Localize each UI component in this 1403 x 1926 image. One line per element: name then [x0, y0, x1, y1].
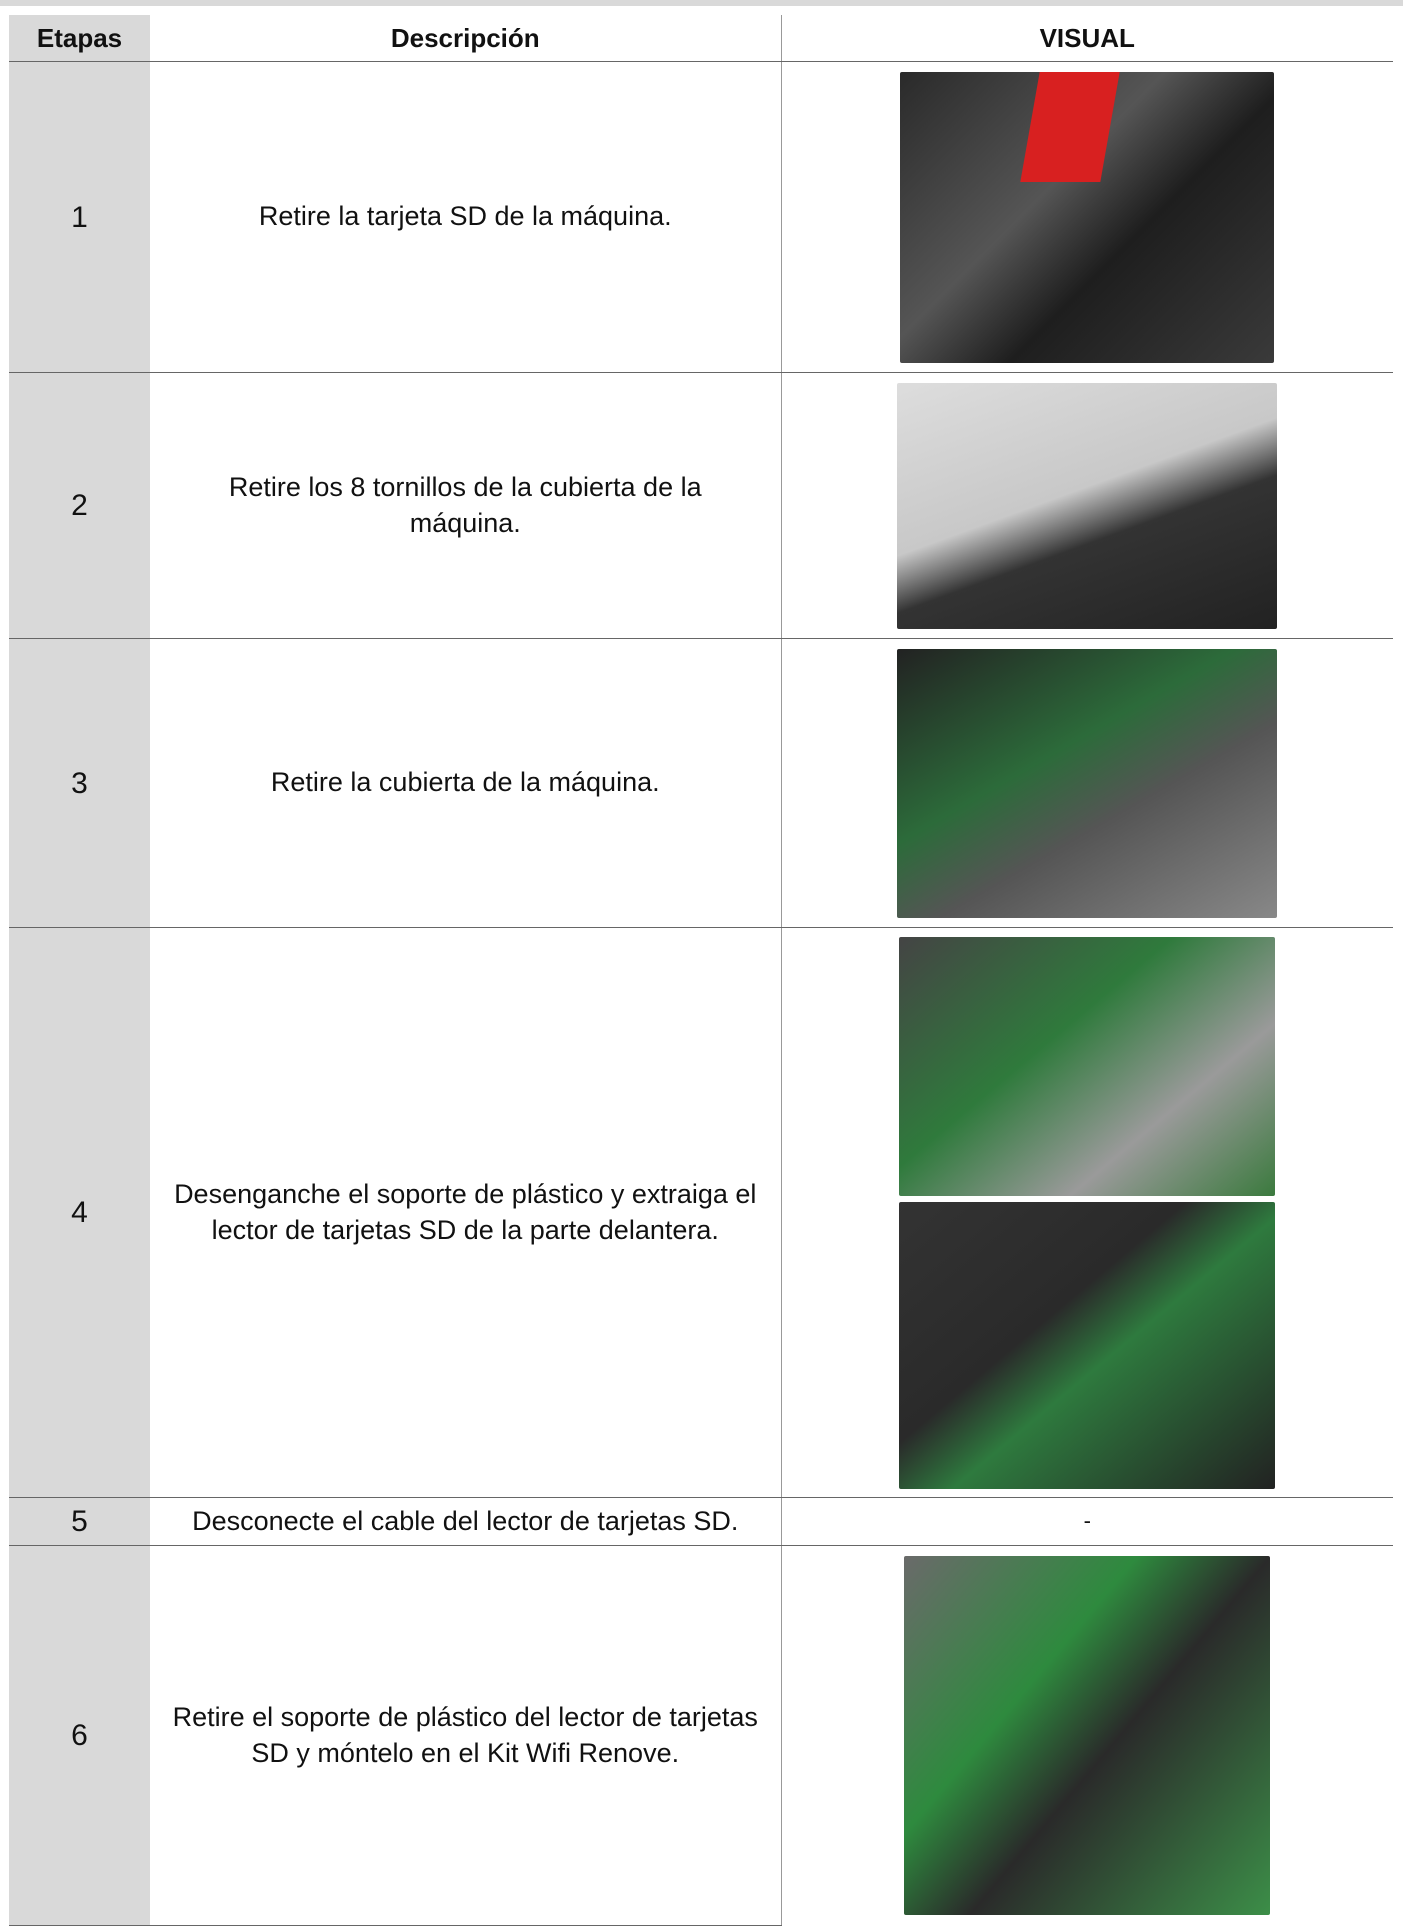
- photo: [899, 1201, 1276, 1489]
- step-number: 6: [9, 1545, 150, 1926]
- visual: [781, 1546, 1393, 1926]
- description: Retire el soporte de plástico del lector…: [150, 1545, 782, 1926]
- photo: [904, 1556, 1271, 1915]
- step-number: 3: [9, 638, 150, 928]
- visual: [781, 61, 1393, 373]
- visual: [781, 927, 1393, 1498]
- description: Retire la cubierta de la máquina.: [150, 638, 782, 928]
- row: 6 Retire el soporte de plástico del lect…: [9, 1545, 1393, 1926]
- description: Desenganche el soporte de plástico y ext…: [150, 927, 782, 1498]
- row: 4 Desenganche el soporte de plástico y e…: [9, 927, 1393, 1498]
- step-number: 1: [9, 61, 150, 373]
- description: Desconecte el cable del lector de tarjet…: [150, 1497, 782, 1546]
- step-number: 4: [9, 927, 150, 1498]
- step-number: 2: [9, 372, 150, 639]
- visual: [781, 372, 1393, 639]
- description: Retire la tarjeta SD de la máquina.: [150, 61, 782, 373]
- visual: [781, 638, 1393, 928]
- photo: [897, 382, 1278, 629]
- top-bar: [0, 0, 1403, 6]
- row: 3 Retire la cubierta de la máquina.: [9, 638, 1393, 928]
- header-cell: VISUAL: [781, 15, 1393, 62]
- description: Retire los 8 tornillos de la cubierta de…: [150, 372, 782, 639]
- header-cell: Etapas: [9, 15, 150, 62]
- header-cell: Descripción: [150, 15, 782, 62]
- row: 1 Retire la tarjeta SD de la máquina.: [9, 61, 1393, 373]
- header-row: Etapas Descripción VISUAL: [9, 15, 1393, 62]
- row: 2 Retire los 8 tornillos de la cubierta …: [9, 372, 1393, 639]
- row: 5 Desconecte el cable del lector de tarj…: [9, 1497, 1393, 1546]
- steps-table: Etapas Descripción VISUAL 1 Retire la ta…: [9, 15, 1393, 1926]
- visual: -: [781, 1497, 1393, 1546]
- step-number: 5: [9, 1497, 150, 1546]
- photo: [897, 648, 1278, 918]
- photo: [899, 936, 1276, 1196]
- photo: [900, 71, 1275, 363]
